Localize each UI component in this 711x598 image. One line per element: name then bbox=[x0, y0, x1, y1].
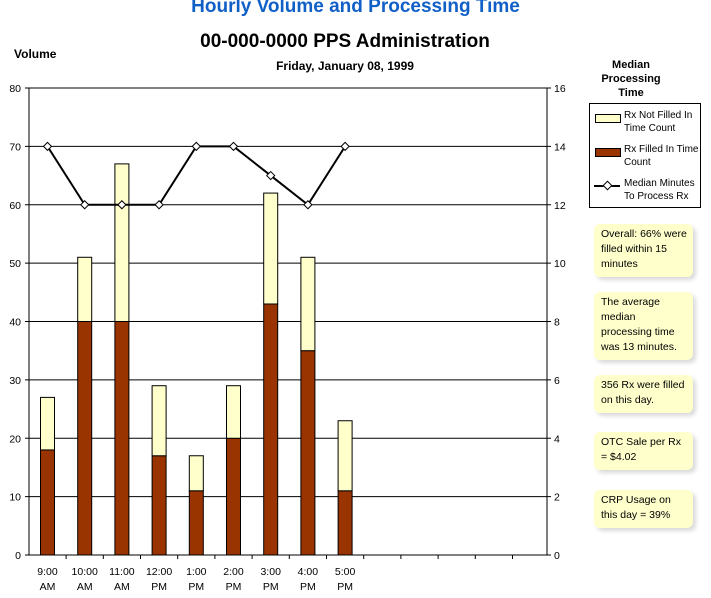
bar-not-filled bbox=[77, 256, 93, 323]
x-tick-label-ampm: AM bbox=[114, 581, 130, 593]
x-tick-label-time: 9:00 bbox=[37, 566, 58, 578]
bar-filled bbox=[40, 449, 55, 556]
median-point bbox=[154, 200, 164, 210]
x-tick-label-time: 10:00 bbox=[72, 566, 98, 578]
x-tick-label-time: 2:00 bbox=[223, 566, 244, 578]
legend-label-filled: Rx Filled In Time Count bbox=[624, 144, 699, 168]
chart-title: Hourly Volume and Processing Time bbox=[191, 0, 520, 17]
median-point bbox=[303, 200, 313, 210]
x-tick-label-time: 4:00 bbox=[298, 566, 319, 578]
legend-marker-median bbox=[602, 180, 613, 191]
chart-subtitle: 00-000-0000 PPS Administration bbox=[200, 31, 490, 52]
median-point bbox=[42, 141, 53, 152]
note-otc-sale: OTC Sale per Rx = $4.02 bbox=[594, 432, 693, 470]
note-median-time: The average median processing time was 1… bbox=[594, 292, 693, 360]
y2-tick-label: 2 bbox=[554, 492, 560, 504]
x-tick-label-ampm: AM bbox=[77, 581, 93, 593]
median-point bbox=[340, 141, 350, 152]
legend-label-not-filled: Rx Not Filled In Time Count bbox=[624, 110, 693, 134]
y-tick-label: 80 bbox=[9, 83, 21, 95]
y-tick-label: 70 bbox=[9, 141, 21, 153]
median-point bbox=[228, 141, 239, 152]
y-tick-label: 60 bbox=[9, 200, 21, 212]
chart-date: Friday, January 08, 1999 bbox=[276, 59, 414, 73]
bar-filled bbox=[337, 490, 353, 556]
note-crp-usage: CRP Usage on this day = 39% bbox=[594, 490, 693, 528]
y-tick-label: 20 bbox=[9, 433, 21, 445]
median-point bbox=[265, 170, 276, 181]
median-point bbox=[117, 200, 127, 210]
bar-not-filled bbox=[151, 385, 167, 457]
legend-label-median: Median Minutes To Process Rx bbox=[624, 178, 695, 202]
legend: Rx Not Filled In Time Count Rx Filled In… bbox=[589, 103, 701, 208]
x-tick-label-ampm: PM bbox=[337, 581, 353, 593]
y2-tick-label: 6 bbox=[554, 375, 560, 387]
note-rx-count: 356 Rx were filled on this day. bbox=[594, 375, 693, 413]
median-point bbox=[191, 141, 202, 152]
median-point bbox=[79, 200, 90, 210]
bar-filled bbox=[114, 321, 130, 556]
x-tick-label-ampm: AM bbox=[40, 581, 56, 593]
bar-not-filled bbox=[337, 420, 353, 492]
bar-filled bbox=[263, 303, 279, 556]
x-tick-label-time: 11:00 bbox=[109, 566, 135, 578]
x-tick-label-ampm: PM bbox=[226, 581, 242, 593]
bar-filled bbox=[300, 350, 316, 556]
x-tick-label-ampm: PM bbox=[300, 581, 316, 593]
y-tick-label: 30 bbox=[9, 375, 21, 387]
bar-filled bbox=[188, 490, 204, 556]
y-tick-label: 40 bbox=[9, 317, 21, 329]
x-tick-label-ampm: PM bbox=[151, 581, 167, 593]
y2-tick-label: 12 bbox=[554, 200, 566, 212]
y-tick-label: 10 bbox=[9, 492, 21, 504]
y2-tick-label: 14 bbox=[554, 141, 566, 153]
x-tick-label-time: 3:00 bbox=[260, 566, 281, 578]
x-tick-label-ampm: PM bbox=[263, 581, 279, 593]
bar-not-filled bbox=[114, 163, 130, 322]
y2-tick-label: 16 bbox=[554, 83, 566, 95]
bar-not-filled bbox=[263, 192, 279, 305]
bar-filled bbox=[226, 437, 241, 556]
median-line bbox=[46, 145, 346, 207]
y2-tick-label: 8 bbox=[554, 317, 560, 329]
y2-tick-label: 0 bbox=[554, 550, 560, 562]
x-tick-label-time: 12:00 bbox=[146, 566, 172, 578]
x-tick-label-time: 5:00 bbox=[335, 566, 356, 578]
y2-axis-label: Median Processing Time bbox=[601, 59, 661, 99]
y-tick-label: 50 bbox=[9, 258, 21, 270]
y2-tick-label: 10 bbox=[554, 258, 566, 270]
bar-filled bbox=[77, 321, 93, 556]
legend-swatch-filled bbox=[595, 148, 621, 157]
bar-not-filled bbox=[300, 256, 316, 352]
bar-not-filled bbox=[40, 396, 55, 451]
bar-not-filled bbox=[188, 455, 204, 492]
note-filled-rate: Overall: 66% were filled within 15 minut… bbox=[594, 224, 693, 277]
y-tick-label: 0 bbox=[15, 550, 21, 562]
y-axis-label: Volume bbox=[14, 47, 57, 61]
x-tick-label-ampm: PM bbox=[188, 581, 204, 593]
y2-tick-label: 4 bbox=[554, 433, 560, 445]
legend-swatch-not-filled bbox=[595, 114, 621, 123]
bar-filled bbox=[151, 455, 167, 556]
bar-not-filled bbox=[226, 385, 241, 439]
x-tick-label-time: 1:00 bbox=[186, 566, 207, 578]
